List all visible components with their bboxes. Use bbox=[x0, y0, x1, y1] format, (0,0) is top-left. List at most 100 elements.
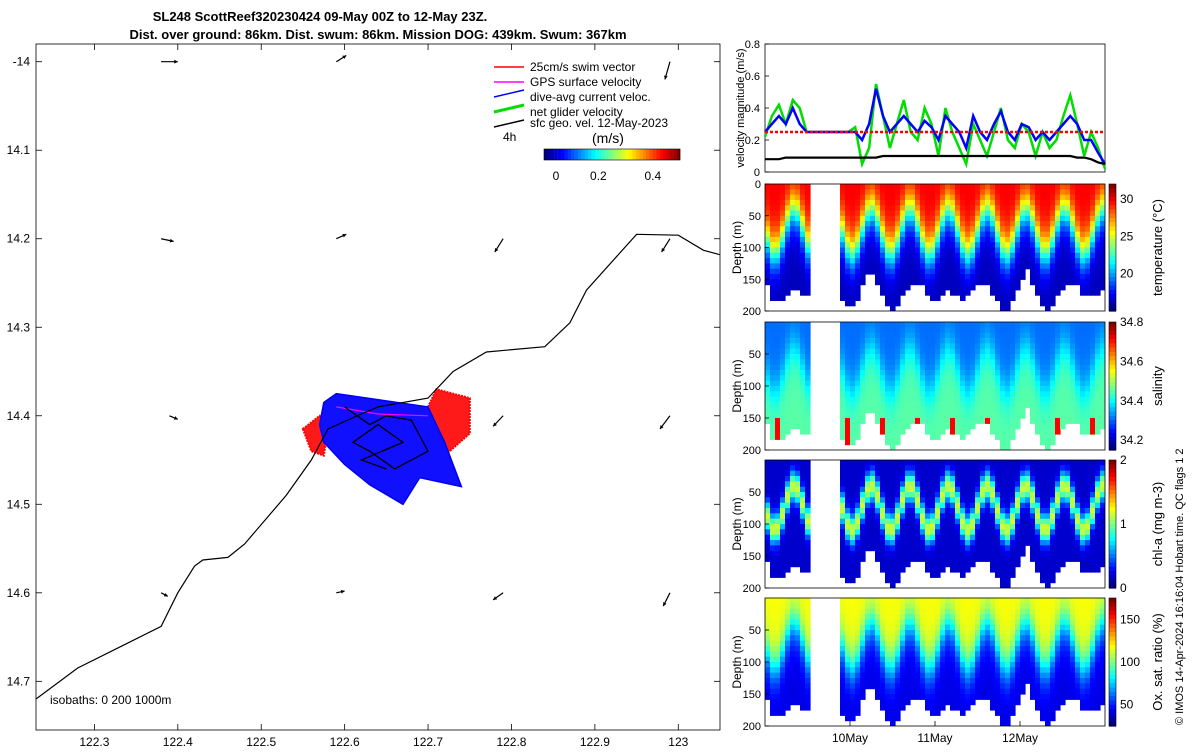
section-cell bbox=[1085, 386, 1091, 392]
section-cell bbox=[975, 556, 981, 562]
section-cell bbox=[925, 279, 931, 285]
section-colorbar-cell bbox=[1109, 286, 1116, 291]
section-cell bbox=[865, 248, 871, 254]
section-cell bbox=[790, 519, 796, 525]
section-colorbar-cell bbox=[1109, 533, 1116, 538]
section-cell bbox=[950, 651, 956, 657]
section-cell bbox=[860, 413, 866, 419]
section-cell bbox=[1005, 572, 1011, 578]
section-cell bbox=[1015, 258, 1021, 264]
section-cell bbox=[970, 258, 976, 264]
section-cell bbox=[845, 598, 851, 604]
section-cell bbox=[995, 226, 1001, 232]
section-cell bbox=[850, 492, 856, 498]
section-cell bbox=[1060, 269, 1066, 275]
section-y-label: Depth (m) bbox=[730, 359, 744, 412]
section-cell bbox=[855, 662, 861, 668]
section-y-label: Depth (m) bbox=[730, 221, 744, 274]
section-cell bbox=[885, 237, 891, 243]
section-cell bbox=[845, 513, 851, 519]
section-cell bbox=[965, 349, 971, 355]
section-cell bbox=[875, 338, 881, 344]
section-cell bbox=[1055, 375, 1061, 381]
section-cell bbox=[915, 646, 921, 652]
section-cell bbox=[990, 630, 996, 636]
section-cell bbox=[870, 221, 876, 227]
section-cell bbox=[1010, 295, 1016, 301]
section-cell bbox=[985, 598, 991, 604]
section-cell bbox=[840, 710, 846, 716]
section-cell bbox=[1010, 471, 1016, 477]
section-cell bbox=[990, 258, 996, 264]
section-cell bbox=[960, 269, 966, 275]
section-y-tick-label: 200 bbox=[743, 583, 761, 595]
section-cell bbox=[790, 237, 796, 243]
section-cell bbox=[1065, 205, 1071, 211]
section-cell bbox=[955, 413, 961, 419]
section-cell bbox=[1010, 290, 1016, 296]
section-cell bbox=[800, 386, 806, 392]
section-cell bbox=[850, 497, 856, 503]
section-cell bbox=[945, 322, 951, 328]
section-cell bbox=[990, 413, 996, 419]
section-cell bbox=[1075, 540, 1081, 546]
section-cell bbox=[970, 375, 976, 381]
section-cell bbox=[905, 625, 911, 631]
section-cell bbox=[875, 651, 881, 657]
section-cell bbox=[900, 561, 906, 567]
section-cell bbox=[785, 598, 791, 604]
section-cell bbox=[770, 423, 776, 429]
section-cell bbox=[910, 609, 916, 615]
section-cell bbox=[805, 476, 811, 482]
map-colorbar-cell bbox=[629, 149, 633, 160]
section-cell bbox=[865, 216, 871, 222]
section-cell bbox=[890, 598, 896, 604]
section-cell bbox=[1070, 471, 1076, 477]
section-cell bbox=[925, 561, 931, 567]
section-cell bbox=[765, 258, 771, 264]
section-cell bbox=[925, 248, 931, 254]
section-cell bbox=[985, 322, 991, 328]
section-cell bbox=[1050, 226, 1056, 232]
section-cell bbox=[845, 614, 851, 620]
section-cell bbox=[1045, 434, 1051, 440]
section-cell bbox=[880, 423, 886, 429]
section-cell bbox=[1005, 354, 1011, 360]
section-cell bbox=[995, 232, 1001, 238]
section-cell bbox=[975, 535, 981, 541]
section-cell bbox=[805, 211, 811, 217]
section-cell bbox=[985, 195, 991, 201]
section-cell bbox=[1045, 471, 1051, 477]
section-cell bbox=[900, 279, 906, 285]
section-cell bbox=[980, 370, 986, 376]
section-cell bbox=[865, 508, 871, 514]
section-cell bbox=[915, 635, 921, 641]
section-cell bbox=[935, 673, 941, 679]
section-cell bbox=[1075, 200, 1081, 206]
section-cell bbox=[985, 375, 991, 381]
section-cell bbox=[885, 349, 891, 355]
section-cell bbox=[905, 232, 911, 238]
section-cell bbox=[905, 529, 911, 535]
section-cell bbox=[885, 487, 891, 493]
section-cell bbox=[1050, 258, 1056, 264]
section-cell bbox=[1095, 274, 1101, 280]
section-cell bbox=[895, 577, 901, 583]
section-cell bbox=[935, 279, 941, 285]
section-cell bbox=[770, 381, 776, 387]
section-cell bbox=[955, 598, 961, 604]
map-colorbar-cell bbox=[595, 149, 599, 160]
section-cell bbox=[1080, 279, 1086, 285]
section-cell bbox=[850, 327, 856, 333]
section-cell bbox=[1050, 572, 1056, 578]
section-cell bbox=[1090, 226, 1096, 232]
section-cell bbox=[920, 603, 926, 609]
section-cell bbox=[775, 619, 781, 625]
section-cell bbox=[980, 418, 986, 424]
section-cell bbox=[925, 689, 931, 695]
section-cell bbox=[840, 327, 846, 333]
section-cell bbox=[800, 508, 806, 514]
section-cell bbox=[980, 492, 986, 498]
section-cell bbox=[910, 678, 916, 684]
section-cell bbox=[800, 603, 806, 609]
